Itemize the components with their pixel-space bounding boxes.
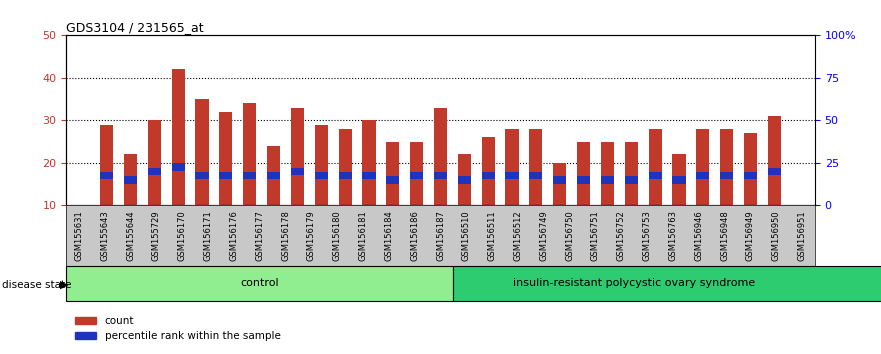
Text: GSM156178: GSM156178 xyxy=(281,210,290,261)
Bar xyxy=(243,172,256,179)
Text: GSM156948: GSM156948 xyxy=(720,210,729,261)
Bar xyxy=(243,103,256,205)
Bar xyxy=(553,163,566,205)
Text: GSM156186: GSM156186 xyxy=(411,210,419,261)
Bar xyxy=(315,125,328,205)
Bar xyxy=(267,146,280,205)
Bar xyxy=(124,176,137,184)
Bar xyxy=(315,172,328,179)
Bar xyxy=(196,99,209,205)
Text: GSM156181: GSM156181 xyxy=(359,210,367,261)
Text: GSM155644: GSM155644 xyxy=(126,210,135,261)
Text: GSM155729: GSM155729 xyxy=(152,210,161,261)
Bar xyxy=(291,108,304,205)
Bar xyxy=(196,172,209,179)
Bar xyxy=(291,167,304,175)
Text: control: control xyxy=(241,278,279,288)
Bar xyxy=(482,137,495,205)
Text: GSM156171: GSM156171 xyxy=(204,210,212,261)
Bar xyxy=(458,154,471,205)
Bar xyxy=(696,129,709,205)
Text: GSM155643: GSM155643 xyxy=(100,210,109,261)
Text: GSM156187: GSM156187 xyxy=(436,210,445,261)
Text: GSM156176: GSM156176 xyxy=(229,210,239,261)
Bar xyxy=(625,176,638,184)
Text: GSM156179: GSM156179 xyxy=(307,210,316,261)
Bar xyxy=(362,120,375,205)
Bar xyxy=(529,172,543,179)
Text: GSM156511: GSM156511 xyxy=(488,210,497,261)
Text: GSM155631: GSM155631 xyxy=(75,210,84,261)
Bar xyxy=(672,154,685,205)
Bar xyxy=(648,129,662,205)
Bar xyxy=(219,172,233,179)
Bar xyxy=(219,112,233,205)
Bar xyxy=(577,176,590,184)
Bar xyxy=(100,172,114,179)
Bar xyxy=(410,172,423,179)
Text: GSM156951: GSM156951 xyxy=(797,210,806,261)
Text: insulin-resistant polycystic ovary syndrome: insulin-resistant polycystic ovary syndr… xyxy=(513,278,755,288)
Bar xyxy=(625,142,638,205)
Bar xyxy=(410,142,423,205)
Bar xyxy=(506,129,519,205)
Bar xyxy=(434,108,447,205)
Text: GDS3104 / 231565_at: GDS3104 / 231565_at xyxy=(66,21,204,34)
Bar xyxy=(529,129,543,205)
Bar xyxy=(338,172,352,179)
Bar xyxy=(172,163,185,171)
Bar xyxy=(767,116,781,205)
Text: GSM156510: GSM156510 xyxy=(462,210,470,261)
Text: ▶: ▶ xyxy=(60,280,69,290)
Bar xyxy=(338,129,352,205)
Bar xyxy=(506,172,519,179)
Text: GSM156752: GSM156752 xyxy=(617,210,626,261)
Text: GSM156750: GSM156750 xyxy=(565,210,574,261)
Bar xyxy=(172,69,185,205)
Bar xyxy=(148,120,161,205)
Bar xyxy=(720,172,733,179)
Bar xyxy=(267,172,280,179)
Text: GSM156950: GSM156950 xyxy=(772,210,781,261)
Text: GSM156749: GSM156749 xyxy=(539,210,548,261)
Bar xyxy=(767,167,781,175)
Bar xyxy=(362,172,375,179)
Text: GSM156949: GSM156949 xyxy=(746,210,755,261)
Text: GSM156751: GSM156751 xyxy=(591,210,600,261)
Bar xyxy=(386,142,399,205)
Bar xyxy=(434,172,447,179)
Text: GSM156753: GSM156753 xyxy=(642,210,652,261)
Bar xyxy=(601,176,614,184)
FancyBboxPatch shape xyxy=(454,266,881,301)
Bar xyxy=(482,172,495,179)
Text: GSM156177: GSM156177 xyxy=(255,210,264,261)
Bar xyxy=(124,154,137,205)
Text: GSM156184: GSM156184 xyxy=(384,210,393,261)
Bar xyxy=(744,172,757,179)
Bar xyxy=(553,176,566,184)
Bar xyxy=(100,125,114,205)
Bar xyxy=(458,176,471,184)
Bar xyxy=(577,142,590,205)
Bar xyxy=(696,172,709,179)
Bar xyxy=(648,172,662,179)
Bar xyxy=(601,142,614,205)
Text: GSM156763: GSM156763 xyxy=(669,210,677,261)
Text: GSM156512: GSM156512 xyxy=(514,210,522,261)
Text: GSM156180: GSM156180 xyxy=(333,210,342,261)
Text: GSM156170: GSM156170 xyxy=(178,210,187,261)
Bar xyxy=(720,129,733,205)
Legend: count, percentile rank within the sample: count, percentile rank within the sample xyxy=(71,312,285,345)
Text: GSM156946: GSM156946 xyxy=(694,210,703,261)
Bar xyxy=(672,176,685,184)
Bar xyxy=(744,133,757,205)
Text: disease state: disease state xyxy=(2,280,71,290)
Bar xyxy=(386,176,399,184)
Bar xyxy=(148,167,161,175)
FancyBboxPatch shape xyxy=(66,266,454,301)
